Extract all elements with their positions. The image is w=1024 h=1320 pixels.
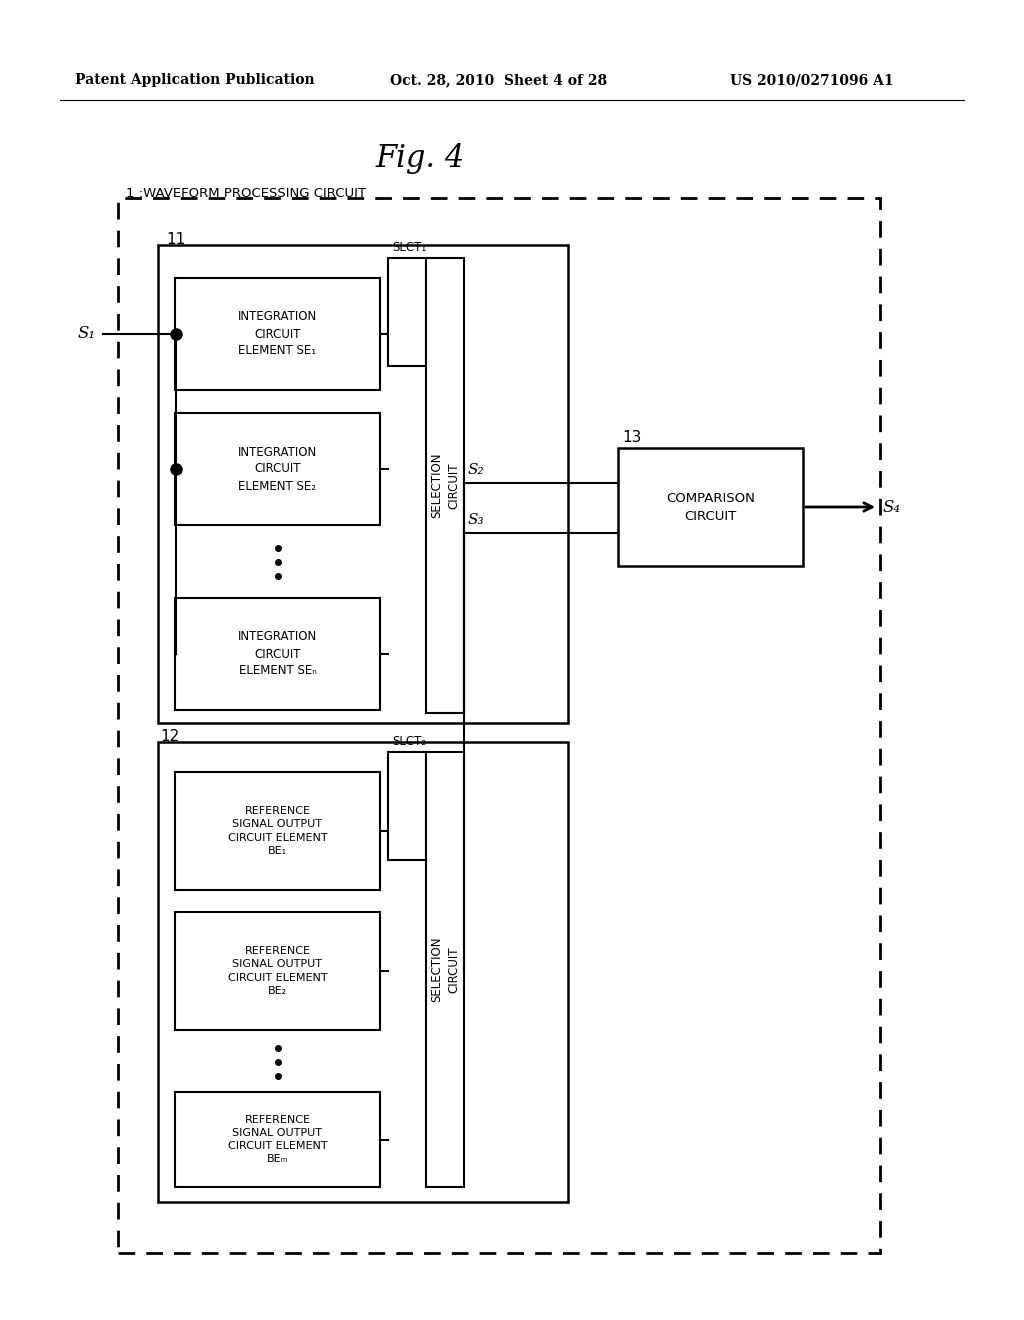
Text: SLCT₁: SLCT₁: [392, 242, 426, 253]
Text: REFERENCE
SIGNAL OUTPUT
CIRCUIT ELEMENT
BEₘ: REFERENCE SIGNAL OUTPUT CIRCUIT ELEMENT …: [227, 1114, 328, 1164]
Bar: [175, 772, 380, 890]
Bar: [388, 257, 426, 366]
Text: S₄: S₄: [883, 499, 901, 516]
Text: REFERENCE
SIGNAL OUTPUT
CIRCUIT ELEMENT
BE₂: REFERENCE SIGNAL OUTPUT CIRCUIT ELEMENT …: [227, 946, 328, 995]
Text: Fig. 4: Fig. 4: [376, 143, 465, 173]
Bar: [118, 198, 880, 1253]
Text: INTEGRATION
CIRCUIT
ELEMENT SE₂: INTEGRATION CIRCUIT ELEMENT SE₂: [238, 446, 317, 492]
Bar: [175, 598, 380, 710]
Text: SELECTION
CIRCUIT: SELECTION CIRCUIT: [430, 453, 460, 519]
Text: SLCT₂: SLCT₂: [392, 735, 426, 748]
Bar: [175, 1092, 380, 1187]
Text: S₂: S₂: [468, 463, 484, 477]
Bar: [175, 413, 380, 525]
Bar: [175, 279, 380, 389]
Text: S₁: S₁: [78, 326, 96, 342]
Text: SELECTION
CIRCUIT: SELECTION CIRCUIT: [430, 937, 460, 1002]
Text: INTEGRATION
CIRCUIT
ELEMENT SEₙ: INTEGRATION CIRCUIT ELEMENT SEₙ: [238, 631, 317, 677]
Text: 1 :WAVEFORM PROCESSING CIRCUIT: 1 :WAVEFORM PROCESSING CIRCUIT: [126, 187, 366, 201]
Text: US 2010/0271096 A1: US 2010/0271096 A1: [730, 73, 894, 87]
Text: INTEGRATION
CIRCUIT
ELEMENT SE₁: INTEGRATION CIRCUIT ELEMENT SE₁: [238, 310, 317, 358]
Text: 11: 11: [166, 232, 185, 247]
Text: COMPARISON
CIRCUIT: COMPARISON CIRCUIT: [666, 491, 755, 523]
Bar: [426, 752, 464, 1187]
Bar: [158, 742, 568, 1203]
Text: Oct. 28, 2010  Sheet 4 of 28: Oct. 28, 2010 Sheet 4 of 28: [390, 73, 607, 87]
Text: REFERENCE
SIGNAL OUTPUT
CIRCUIT ELEMENT
BE₁: REFERENCE SIGNAL OUTPUT CIRCUIT ELEMENT …: [227, 807, 328, 855]
Bar: [158, 246, 568, 723]
Text: Patent Application Publication: Patent Application Publication: [75, 73, 314, 87]
Bar: [175, 912, 380, 1030]
Text: 12: 12: [160, 729, 179, 744]
Bar: [618, 447, 803, 566]
Text: 13: 13: [622, 430, 641, 445]
Bar: [426, 257, 464, 713]
Bar: [388, 752, 426, 861]
Text: S₃: S₃: [468, 513, 484, 527]
